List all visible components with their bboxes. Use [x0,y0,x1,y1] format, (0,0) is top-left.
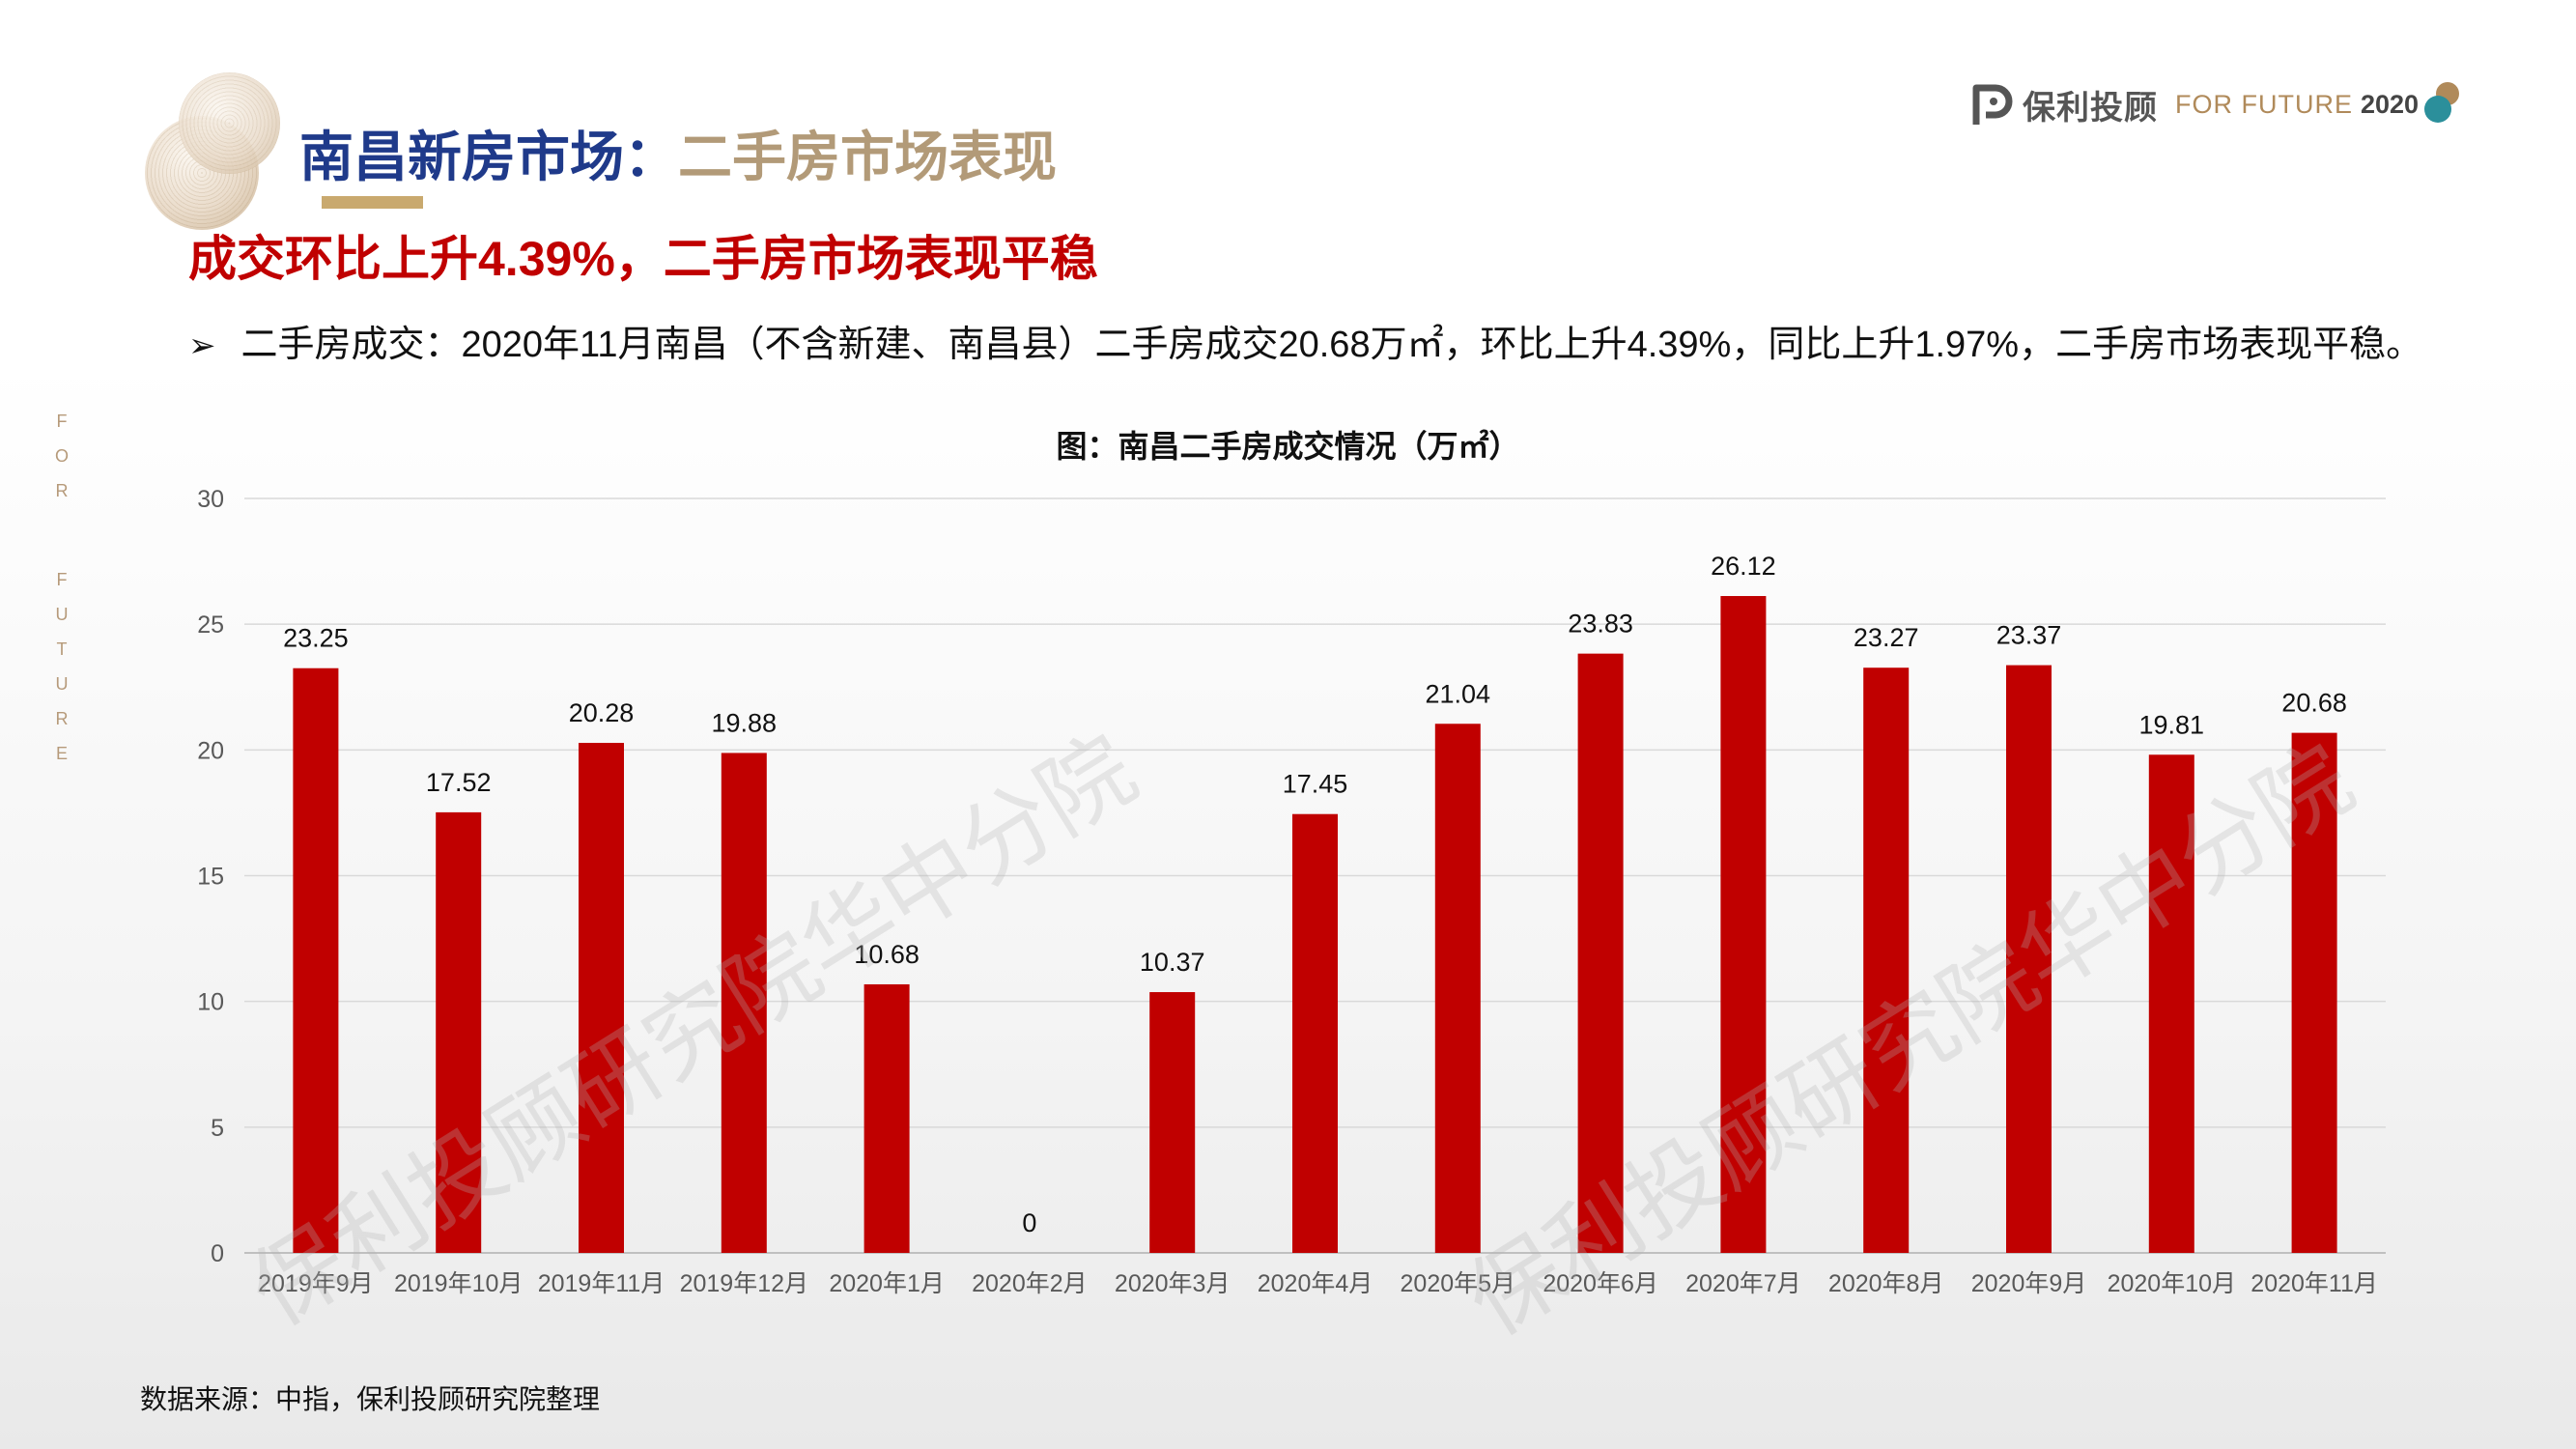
data-label: 17.45 [1283,770,1348,799]
bar [1577,653,1624,1253]
page-title: 南昌新房市场：二手房市场表现 [299,114,1057,192]
side-letter: F [56,570,68,589]
brand-year: 2020 [2360,89,2420,119]
bullet-point: ➢ 二手房成交：2020年11月南昌（不含新建、南昌县）二手房成交20.68万㎡，… [188,314,2422,367]
side-letter: U [55,605,69,624]
data-label: 23.37 [1996,621,2062,650]
x-tick-label: 2020年7月 [1685,1270,1801,1297]
side-letter: E [55,744,68,763]
x-tick-label: 2019年10月 [394,1270,523,1297]
brand-name: 保利 [2023,89,2090,127]
side-vertical-text: F O R F U T U R E [52,404,71,771]
bar [863,983,910,1253]
bar [1863,668,1910,1253]
bar [436,811,482,1253]
bar [1149,992,1196,1253]
bullet-arrow-icon: ➢ [188,327,216,364]
data-label: 10.37 [1140,948,1205,977]
bar [579,743,624,1253]
chart-title: 图：南昌二手房成交情况（万㎡） [1056,429,1520,464]
bar [1292,813,1338,1253]
headline: 成交环比上升4.39%，二手房市场表现平稳 [188,232,1098,286]
y-tick-label: 5 [211,1115,224,1142]
side-letter: O [54,446,69,466]
data-label: 19.88 [712,708,778,737]
brand-tagline: FOR FUTURE [2175,89,2353,119]
bar-chart: 0 5 10 15 20 25 30 23.25 2019年9月 17.52 2019年10月 20.… [197,486,2386,1297]
side-letter: R [55,481,69,500]
data-label: 26.12 [1711,552,1776,581]
y-tick-label: 0 [211,1240,224,1267]
x-tick-label: 2020年10月 [2108,1270,2236,1297]
brand-dots-icon [2422,80,2461,128]
brand-name-2: 投顾 [2090,89,2158,127]
x-tick-label: 2020年8月 [1828,1270,1944,1297]
decorative-circle [179,72,280,174]
x-tick-label: 2020年3月 [1115,1270,1231,1297]
side-letter: R [55,709,69,728]
side-letter: F [56,412,68,431]
page-title-part1: 南昌新房市场： [299,127,678,187]
data-label: 21.04 [1426,679,1491,708]
y-tick-label: 10 [197,989,224,1016]
x-tick-label: 2020年6月 [1543,1270,1658,1297]
bar [2006,665,2052,1253]
x-tick-label: 2019年12月 [680,1270,808,1297]
y-tick-label: 30 [197,486,224,513]
x-tick-label: 2020年11月 [2250,1270,2378,1297]
bar [2148,754,2194,1253]
data-label: 23.27 [1854,623,1919,652]
data-label: 23.25 [283,624,349,653]
y-tick-label: 15 [197,864,224,891]
y-tick-label: 25 [197,611,224,639]
side-letter: T [56,639,68,659]
x-tick-label: 2019年9月 [258,1270,374,1297]
data-label: 20.28 [569,698,635,727]
data-label: 20.68 [2281,689,2347,718]
y-tick-label: 20 [197,737,224,764]
bar [1434,724,1481,1253]
x-tick-label: 2020年1月 [829,1270,945,1297]
data-label: 19.81 [2139,710,2205,739]
bar [1720,596,1767,1253]
x-tick-label: 2020年2月 [972,1270,1088,1297]
title-underline [322,196,423,209]
side-letter: U [55,674,69,694]
data-label: 23.83 [1568,610,1633,639]
x-tick-label: 2020年4月 [1258,1270,1373,1297]
data-source-note: 数据来源：中指，保利投顾研究院整理 [140,1384,601,1414]
bar [721,753,767,1253]
data-label: 10.68 [854,940,920,969]
x-tick-label: 2019年11月 [538,1270,665,1297]
bar [293,668,339,1253]
x-tick-label: 2020年9月 [1971,1270,2087,1297]
data-label: 17.52 [426,768,492,797]
data-label: 0 [1022,1208,1036,1237]
brand-logo: 保利 投顾 FOR FUTURE 2020 [1970,75,2461,133]
bullet-text: 二手房成交：2020年11月南昌（不含新建、南昌县）二手房成交20.68万㎡，环… [241,325,2423,365]
page-title-part2: 二手房市场表现 [678,127,1057,187]
bar [2291,732,2337,1253]
x-tick-label: 2020年5月 [1401,1270,1516,1297]
brand-p-icon [1972,84,2013,125]
